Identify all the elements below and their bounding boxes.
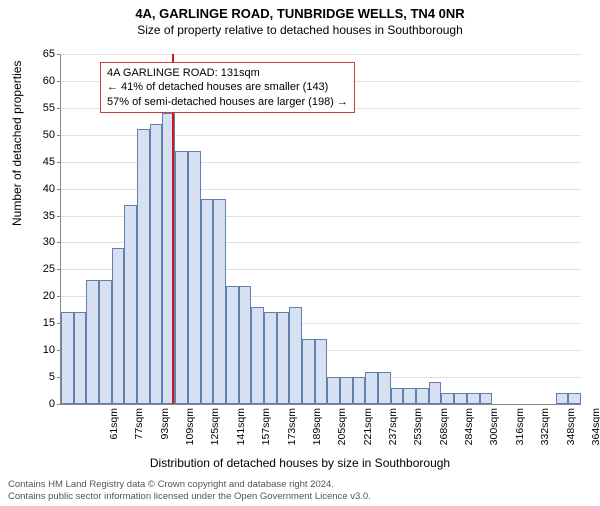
ytick-mark xyxy=(57,189,61,190)
histogram-bar xyxy=(61,312,74,404)
ytick-mark xyxy=(57,81,61,82)
histogram-bar xyxy=(378,372,391,404)
footer: Contains HM Land Registry data © Crown c… xyxy=(8,479,371,502)
xtick-label: 157sqm xyxy=(260,408,272,458)
ytick-label: 20 xyxy=(25,290,55,302)
ytick-mark xyxy=(57,108,61,109)
histogram-bar xyxy=(188,151,201,404)
ytick-mark xyxy=(57,296,61,297)
histogram-bar xyxy=(315,339,328,404)
ytick-label: 0 xyxy=(25,398,55,410)
ytick-label: 45 xyxy=(25,156,55,168)
histogram-bar xyxy=(226,286,239,404)
page-title: 4A, GARLINGE ROAD, TUNBRIDGE WELLS, TN4 … xyxy=(0,6,600,21)
annotation-box: 4A GARLINGE ROAD: 131sqm ← 41% of detach… xyxy=(100,62,355,113)
histogram-bar xyxy=(568,393,581,404)
histogram-bar xyxy=(441,393,454,404)
histogram-bar xyxy=(289,307,302,404)
ytick-label: 40 xyxy=(25,183,55,195)
y-axis-label: Number of detached properties xyxy=(10,61,24,226)
annotation-line1: 4A GARLINGE ROAD: 131sqm xyxy=(107,66,348,80)
xtick-label: 221sqm xyxy=(362,408,374,458)
ytick-label: 60 xyxy=(25,75,55,87)
histogram-bar xyxy=(112,248,125,404)
xtick-label: 364sqm xyxy=(590,408,600,458)
xtick-label: 173sqm xyxy=(286,408,298,458)
xtick-label: 189sqm xyxy=(311,408,323,458)
xtick-label: 332sqm xyxy=(539,408,551,458)
histogram-bar xyxy=(353,377,366,404)
histogram-bar xyxy=(429,382,442,404)
ytick-mark xyxy=(57,216,61,217)
xtick-label: 253sqm xyxy=(412,408,424,458)
x-axis-label: Distribution of detached houses by size … xyxy=(0,456,600,470)
histogram-bar xyxy=(302,339,315,404)
histogram-bar xyxy=(201,199,214,404)
annotation-line3: 57% of semi-detached houses are larger (… xyxy=(107,95,348,109)
ytick-label: 5 xyxy=(25,371,55,383)
histogram-bar xyxy=(391,388,404,404)
histogram-bar xyxy=(327,377,340,404)
histogram-chart: 0510152025303540455055606561sqm77sqm93sq… xyxy=(60,54,580,404)
ytick-mark xyxy=(57,54,61,55)
ytick-label: 10 xyxy=(25,344,55,356)
histogram-bar xyxy=(251,307,264,404)
ytick-label: 50 xyxy=(25,129,55,141)
ytick-label: 65 xyxy=(25,48,55,60)
xtick-label: 109sqm xyxy=(184,408,196,458)
ytick-mark xyxy=(57,269,61,270)
histogram-bar xyxy=(480,393,493,404)
histogram-bar xyxy=(277,312,290,404)
histogram-bar xyxy=(403,388,416,404)
xtick-label: 300sqm xyxy=(488,408,500,458)
histogram-bar xyxy=(150,124,163,404)
footer-line2: Contains public sector information licen… xyxy=(8,491,371,502)
annotation-line2: ← 41% of detached houses are smaller (14… xyxy=(107,80,348,94)
xtick-label: 141sqm xyxy=(235,408,247,458)
xtick-label: 348sqm xyxy=(565,408,577,458)
histogram-bar xyxy=(137,129,150,404)
ytick-label: 15 xyxy=(25,317,55,329)
histogram-bar xyxy=(239,286,252,404)
histogram-bar xyxy=(74,312,87,404)
xtick-label: 61sqm xyxy=(108,408,120,458)
ytick-mark xyxy=(57,162,61,163)
xtick-label: 125sqm xyxy=(209,408,221,458)
xtick-label: 316sqm xyxy=(514,408,526,458)
histogram-bar xyxy=(340,377,353,404)
histogram-bar xyxy=(454,393,467,404)
ytick-mark xyxy=(57,404,61,405)
xtick-label: 268sqm xyxy=(438,408,450,458)
histogram-bar xyxy=(264,312,277,404)
histogram-bar xyxy=(556,393,569,404)
ytick-label: 30 xyxy=(25,236,55,248)
histogram-bar xyxy=(99,280,112,404)
ytick-mark xyxy=(57,242,61,243)
ytick-label: 35 xyxy=(25,210,55,222)
xtick-label: 205sqm xyxy=(336,408,348,458)
ytick-label: 55 xyxy=(25,102,55,114)
gridline xyxy=(61,54,581,55)
histogram-bar xyxy=(175,151,188,404)
histogram-bar xyxy=(124,205,137,404)
xtick-label: 237sqm xyxy=(387,408,399,458)
histogram-bar xyxy=(213,199,226,404)
ytick-label: 25 xyxy=(25,263,55,275)
footer-line1: Contains HM Land Registry data © Crown c… xyxy=(8,479,371,490)
xtick-label: 93sqm xyxy=(159,408,171,458)
page-subtitle: Size of property relative to detached ho… xyxy=(0,23,600,37)
histogram-bar xyxy=(365,372,378,404)
ytick-mark xyxy=(57,135,61,136)
histogram-bar xyxy=(416,388,429,404)
histogram-bar xyxy=(467,393,480,404)
histogram-bar xyxy=(86,280,99,404)
xtick-label: 77sqm xyxy=(133,408,145,458)
xtick-label: 284sqm xyxy=(463,408,475,458)
